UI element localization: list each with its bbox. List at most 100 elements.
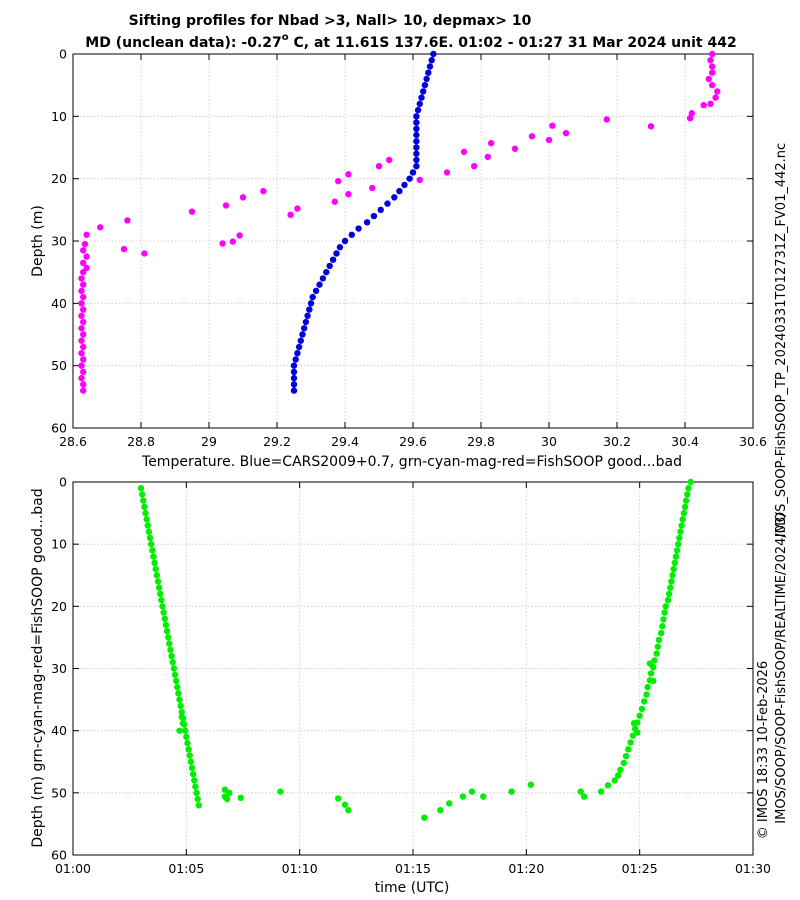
data-point-green	[658, 629, 665, 637]
data-point-green	[676, 534, 683, 542]
data-point-green	[160, 609, 167, 616]
data-point-magenta	[460, 148, 468, 156]
data-point-green	[177, 702, 184, 709]
data-point-magenta	[80, 247, 87, 254]
temperature-panel: 28.6 28.8 29 29.2 29.4 29.6 29.8 30 30.2 30.4 30.6…	[30, 47, 767, 471]
data-point-green	[179, 720, 187, 727]
data-point-green	[145, 528, 153, 535]
time-panel: 01:00 01:05 01:10 01:15 01:20 01:25 01:30 0 10 20…	[30, 475, 771, 897]
data-point-blue	[348, 231, 355, 238]
data-point-green	[687, 478, 694, 486]
data-point-magenta	[80, 259, 87, 267]
data-point-green	[140, 497, 147, 504]
x-tick-label: 29.6	[399, 434, 427, 449]
data-point-green	[681, 503, 689, 511]
data-point-blue	[391, 194, 398, 201]
data-point-green	[480, 793, 487, 800]
data-point-green	[636, 712, 643, 719]
data-point-magenta	[287, 211, 294, 219]
data-point-green	[684, 491, 691, 498]
data-point-blue	[319, 275, 327, 282]
data-point-green	[682, 497, 690, 504]
chart-title-line-2a: MD (unclean data): -0.27	[85, 35, 281, 51]
data-point-green	[161, 615, 168, 622]
x-tick-label: 30.4	[671, 434, 699, 449]
data-point-magenta	[80, 268, 87, 276]
data-point-magenta	[78, 350, 85, 357]
data-point-magenta	[188, 208, 196, 215]
data-point-green	[137, 485, 145, 492]
data-point-green	[678, 522, 685, 529]
data-point-green	[597, 788, 605, 795]
x-tick-label: 28.6	[59, 434, 87, 449]
data-point-green	[650, 677, 657, 685]
data-point-green	[165, 634, 172, 641]
data-point-green	[651, 657, 658, 664]
data-point-blue	[329, 256, 337, 263]
data-point-blue	[302, 318, 310, 326]
data-point-blue	[413, 131, 420, 139]
data-point-magenta	[335, 177, 342, 185]
data-point-magenta	[712, 94, 719, 101]
data-point-green	[679, 516, 686, 523]
data-point-green	[186, 752, 193, 759]
data-point-green	[527, 781, 535, 788]
data-point-blue	[307, 300, 315, 307]
data-point-magenta	[80, 387, 87, 394]
data-point-blue	[333, 250, 340, 257]
data-point-magenta	[369, 184, 376, 192]
data-point-green	[175, 690, 182, 697]
data-point-blue	[294, 350, 301, 357]
data-point-green	[157, 590, 164, 598]
data-point-green	[182, 727, 189, 734]
data-point-magenta	[511, 145, 519, 152]
data-point-magenta	[488, 139, 495, 147]
data-point-green	[659, 623, 666, 630]
data-point-magenta	[709, 81, 716, 89]
data-point-green	[685, 485, 692, 492]
data-point-magenta	[443, 169, 451, 176]
data-point-green	[341, 801, 349, 808]
data-point-green	[630, 720, 638, 727]
data-point-blue	[401, 181, 408, 189]
data-point-blue	[290, 374, 298, 382]
x-tick-label: 01:10	[282, 861, 318, 876]
data-point-blue	[377, 206, 384, 214]
data-point-magenta	[78, 287, 85, 295]
time-marks	[137, 478, 694, 821]
data-point-magenta	[81, 240, 89, 248]
data-point-magenta	[705, 75, 712, 83]
data-point-magenta	[562, 129, 570, 137]
data-point-green	[661, 609, 668, 616]
data-point-green	[627, 739, 634, 746]
data-point-magenta	[219, 240, 226, 247]
data-point-green	[468, 788, 476, 795]
data-point-magenta	[331, 198, 338, 205]
data-point-magenta	[80, 356, 87, 363]
data-point-blue	[290, 387, 298, 394]
data-point-green	[189, 770, 197, 778]
x-tick-label: 01:30	[735, 861, 771, 876]
data-point-blue	[290, 362, 298, 369]
data-point-magenta	[709, 63, 716, 70]
data-point-green	[167, 646, 174, 654]
data-point-green	[169, 659, 176, 666]
data-point-blue	[301, 325, 308, 332]
data-point-green	[580, 793, 588, 800]
data-point-green	[143, 516, 150, 523]
data-point-magenta	[78, 374, 85, 382]
y-tick-label: 20	[51, 171, 67, 186]
data-point-blue	[323, 268, 330, 276]
data-point-green	[655, 636, 663, 644]
data-point-green	[459, 793, 467, 800]
data-point-blue	[413, 150, 420, 157]
data-point-green	[178, 713, 185, 721]
data-point-green	[660, 616, 667, 623]
data-point-magenta	[141, 250, 148, 257]
data-point-green	[149, 547, 156, 554]
data-point-green	[662, 603, 669, 610]
data-point-green	[170, 665, 178, 672]
data-point-magenta	[124, 217, 131, 224]
time-grid	[73, 482, 753, 855]
data-point-blue	[316, 281, 323, 288]
